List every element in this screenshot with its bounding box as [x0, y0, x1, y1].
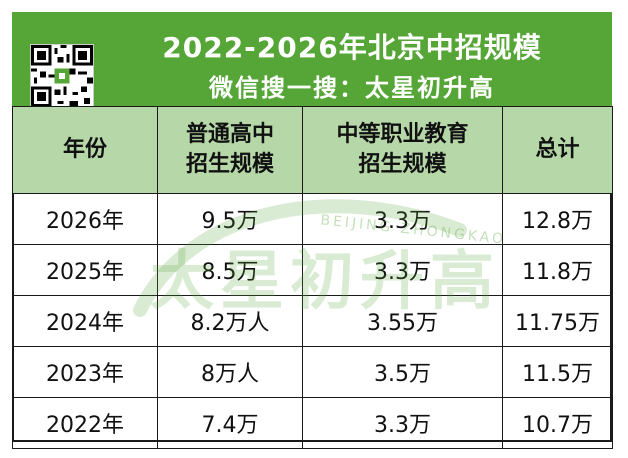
cell-year: 2025年	[12, 244, 158, 296]
cell-general: 9.5万	[157, 193, 303, 245]
cell-general: 8.2万人	[157, 295, 303, 347]
cell-total: 11.8万	[502, 244, 613, 296]
cell-vocational: 3.55万	[302, 295, 503, 347]
cell-year: 2026年	[12, 193, 158, 245]
cell-year: 2022年	[12, 397, 158, 449]
cell-total: 10.7万	[502, 397, 613, 449]
header-general-high-school: 普通高中 招生规模	[157, 106, 303, 194]
header-year: 年份	[12, 106, 158, 194]
table-row: 2022年 7.4万 3.3万 10.7万	[12, 397, 613, 449]
header-total: 总计	[502, 106, 613, 194]
cell-total: 11.75万	[502, 295, 613, 347]
page-title: 2022-2026年北京中招规模	[162, 31, 542, 64]
header-vocational-text: 中等职业教育 招生规模	[336, 122, 469, 177]
cell-year: 2024年	[12, 295, 158, 347]
table-row: 2024年 8.2万人 3.55万 11.75万	[12, 295, 613, 347]
cell-total: 12.8万	[502, 193, 613, 245]
table-row: 2025年 8.5万 3.3万 11.8万	[12, 244, 613, 296]
header-general-high-school-text: 普通高中 招生规模	[185, 122, 274, 177]
table-header-row: 年份 普通高中 招生规模 中等职业教育 招生规模 总计	[12, 106, 613, 194]
cell-general: 8.5万	[157, 244, 303, 296]
cell-year: 2023年	[12, 346, 158, 398]
cell-vocational: 3.3万	[302, 397, 503, 449]
table-row: 2023年 8万人 3.5万 11.5万	[12, 346, 613, 398]
cell-vocational: 3.3万	[302, 193, 503, 245]
cell-vocational: 3.5万	[302, 346, 503, 398]
page-subtitle: 微信搜一搜：太星初升高	[209, 74, 495, 102]
title-banner: 2022-2026年北京中招规模 微信搜一搜：太星初升高	[12, 12, 612, 108]
table-row: 2026年 9.5万 3.3万 12.8万	[12, 193, 613, 245]
header-vocational: 中等职业教育 招生规模	[302, 106, 503, 194]
cell-vocational: 3.3万	[302, 244, 503, 296]
enrollment-table: 年份 普通高中 招生规模 中等职业教育 招生规模 总计 2026年 9.5万 3…	[12, 106, 613, 449]
cell-general: 7.4万	[157, 397, 303, 449]
cell-general: 8万人	[157, 346, 303, 398]
qr-code-icon	[30, 44, 94, 108]
cell-total: 11.5万	[502, 346, 613, 398]
